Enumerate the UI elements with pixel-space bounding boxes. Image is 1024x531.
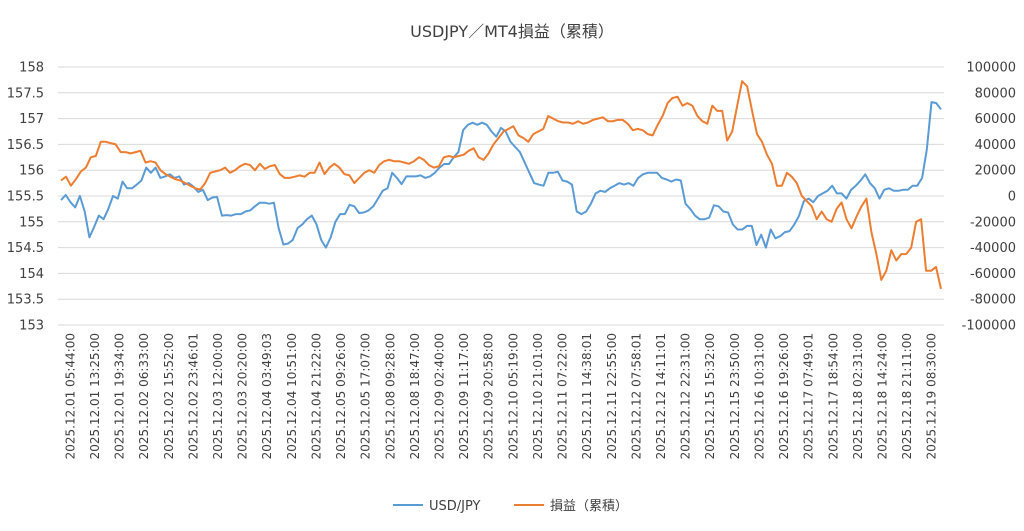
x-tick-label: 2025.12.02 23:46:01 — [186, 333, 200, 459]
x-tick-label: 2025.12.15 23:50:00 — [728, 333, 742, 459]
x-tick-label: 2025.12.05 09:26:00 — [334, 333, 348, 459]
x-tick-label: 2025.12.18 14:24:00 — [875, 333, 889, 459]
x-tick-label: 2025.12.03 20:20:00 — [236, 333, 250, 459]
y-right-tick-label: -20000 — [970, 215, 1016, 230]
x-tick-label: 2025.12.16 19:26:00 — [777, 333, 791, 459]
x-tick-label: 2025.12.01 19:34:00 — [113, 333, 127, 459]
legend-label-1: 損益（累積） — [550, 499, 628, 514]
x-tick-label: 2025.12.11 07:22:00 — [556, 333, 570, 459]
y-right-tick-label: -60000 — [970, 267, 1016, 282]
y-left-tick-label: 154 — [19, 267, 44, 282]
x-tick-label: 2025.12.04 03:49:03 — [260, 333, 274, 459]
x-tick-label: 2025.12.18 21:11:00 — [900, 333, 914, 459]
x-tick-label: 2025.12.10 05:19:00 — [506, 333, 520, 459]
x-tick-label: 2025.12.19 08:30:00 — [925, 333, 939, 459]
y-axis-left: 153 153.5 154 154.5 155 155.5 156 156.5 157 157.5… — [7, 61, 44, 334]
y-left-tick-label: 156.5 — [7, 138, 44, 153]
x-tick-label: 2025.12.09 02:40:00 — [432, 333, 446, 459]
y-left-tick-label: 153 — [19, 319, 44, 334]
y-right-tick-label: 40000 — [975, 138, 1016, 153]
x-tick-label: 2025.12.09 20:58:00 — [482, 333, 496, 459]
y-left-tick-label: 153.5 — [7, 293, 44, 308]
y-left-tick-label: 157.5 — [7, 86, 44, 101]
y-right-tick-label: 60000 — [975, 112, 1016, 127]
series-line-0 — [60, 101, 942, 249]
x-tick-label: 2025.12.10 21:01:00 — [531, 333, 545, 459]
chart-title: USDJPY／MT4損益（累積） — [410, 22, 614, 41]
x-tick-label: 2025.12.01 13:25:00 — [88, 333, 102, 459]
y-right-tick-label: 80000 — [975, 86, 1016, 101]
x-tick-label: 2025.12.12 07:58:01 — [629, 333, 643, 459]
y-left-tick-label: 155.5 — [7, 190, 44, 205]
x-tick-label: 2025.12.11 22:55:00 — [605, 333, 619, 459]
y-left-tick-label: 155 — [19, 215, 44, 230]
x-tick-label: 2025.12.08 18:47:00 — [408, 333, 422, 459]
y-right-tick-label: 20000 — [975, 164, 1016, 179]
legend-label-0: USD/JPY — [429, 499, 481, 514]
y-right-tick-label: 0 — [1008, 190, 1016, 205]
x-tick-label: 2025.12.12 14:11:01 — [654, 333, 668, 459]
y-left-tick-label: 157 — [19, 112, 44, 127]
series-line-1 — [60, 80, 942, 290]
y-left-tick-label: 156 — [19, 164, 44, 179]
y-left-tick-label: 154.5 — [7, 241, 44, 256]
x-tick-label: 2025.12.12 22:31:00 — [679, 333, 693, 459]
y-right-tick-label: -100000 — [962, 319, 1016, 334]
x-tick-label: 2025.12.11 14:38:01 — [580, 333, 594, 459]
x-tick-label: 2025.12.15 15:32:00 — [703, 333, 717, 459]
x-tick-label: 2025.12.05 17:07:00 — [359, 333, 373, 459]
x-tick-label: 2025.12.09 11:17:00 — [457, 333, 471, 459]
y-axis-right: -100000 -80000 -60000 -40000 -20000 0 20000 400… — [962, 61, 1016, 334]
x-tick-label: 2025.12.17 07:49:01 — [802, 333, 816, 459]
y-left-tick-label: 158 — [19, 61, 44, 76]
x-tick-label: 2025.12.03 12:00:00 — [211, 333, 225, 459]
series-lines — [60, 80, 942, 290]
x-tick-label: 2025.12.02 15:52:00 — [162, 333, 176, 459]
x-tick-label: 2025.12.08 09:28:00 — [383, 333, 397, 459]
x-tick-label: 2025.12.02 06:33:00 — [137, 333, 151, 459]
x-tick-label: 2025.12.01 05:44:00 — [63, 333, 77, 459]
x-tick-label: 2025.12.04 10:51:00 — [285, 333, 299, 459]
x-tick-label: 2025.12.18 02:31:00 — [851, 333, 865, 459]
gridlines — [58, 66, 944, 326]
x-axis: 2025.12.01 05:44:00 2025.12.01 13:25:00 20… — [63, 333, 938, 459]
y-right-tick-label: 100000 — [966, 61, 1016, 76]
x-tick-label: 2025.12.16 10:31:00 — [752, 333, 766, 459]
y-right-tick-label: -40000 — [970, 241, 1016, 256]
y-right-tick-label: -80000 — [970, 293, 1016, 308]
x-tick-label: 2025.12.17 18:54:00 — [826, 333, 840, 459]
x-tick-label: 2025.12.04 21:22:00 — [309, 333, 323, 459]
legend: USD/JPY 損益（累積） — [393, 499, 628, 514]
